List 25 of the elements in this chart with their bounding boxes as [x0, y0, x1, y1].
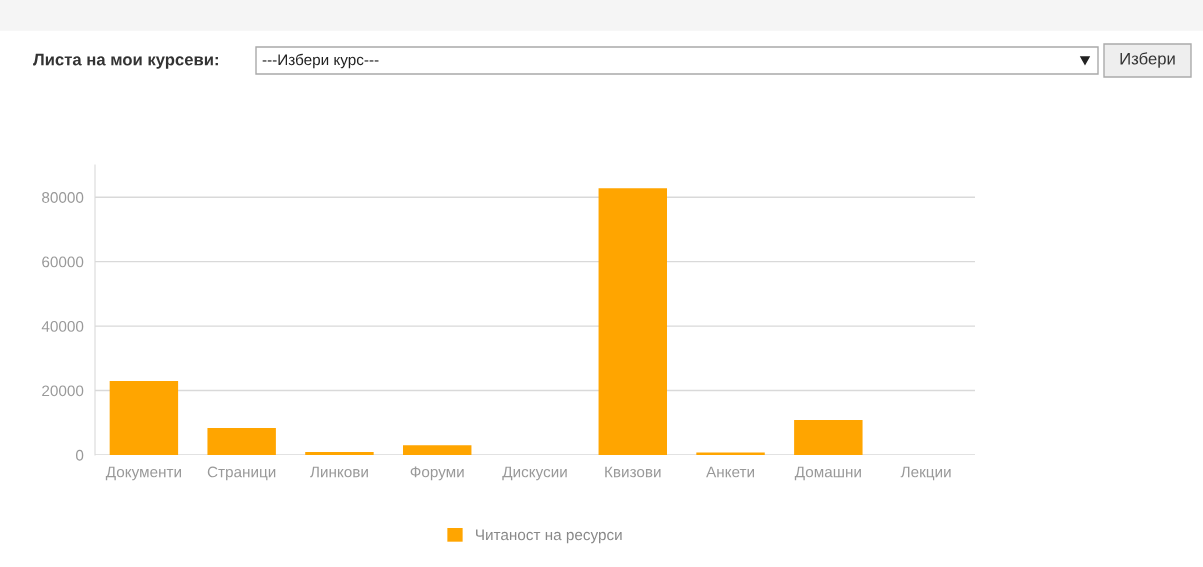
x-tick-label: Форуми [410, 466, 464, 481]
y-tick-label: 20000 [42, 385, 84, 397]
x-tick-label: Линкови [310, 466, 368, 478]
bar [598, 188, 667, 455]
bar [207, 427, 276, 455]
bar [305, 452, 374, 455]
y-tick-label: 80000 [42, 192, 84, 203]
x-tick-label: Квизови [605, 466, 661, 478]
bar [696, 452, 765, 455]
text: ---Избери курс--- [262, 53, 379, 69]
x-tick-label: Анкети [706, 466, 754, 478]
x-tick-label: Страници [207, 466, 276, 481]
legend-label: Читаност на ресурси [476, 529, 622, 544]
x-tick-label: Домашни [794, 466, 861, 481]
bar [403, 445, 472, 455]
text: Избери [1120, 52, 1175, 68]
y-tick-label: 0 [75, 449, 84, 461]
y-tick-label: 40000 [41, 320, 84, 332]
bar [109, 380, 179, 455]
x-tick-label: Документи [105, 466, 181, 481]
x-tick-label: Дискусии [502, 466, 567, 481]
text: Листа на мои курсеви: [33, 53, 218, 69]
x-tick-label: Лекции [900, 466, 951, 481]
y-tick-label: 60000 [42, 256, 84, 268]
bar [794, 419, 863, 455]
